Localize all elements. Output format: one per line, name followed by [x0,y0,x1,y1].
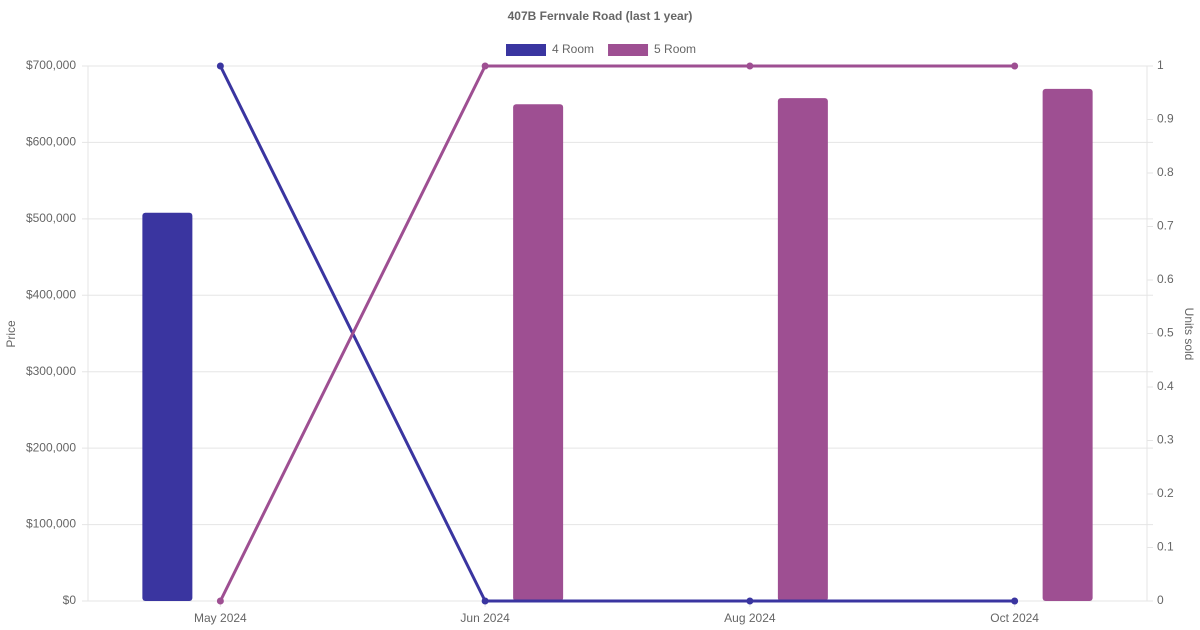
legend-label[interactable]: 5 Room [654,42,696,56]
bar [1042,88,1093,601]
y-tick-label: $300,000 [26,364,76,378]
y-tick-label: $0 [63,593,77,607]
legend-swatch[interactable] [608,44,649,56]
y-tick-label: $500,000 [26,211,76,225]
y2-tick-label: 0.1 [1157,540,1174,554]
y-tick-label: $700,000 [26,58,76,72]
line [219,64,1015,602]
bar [142,212,193,601]
bar [777,98,828,601]
y2-tick-label: 0.9 [1157,112,1174,126]
y-tick-label: $400,000 [26,287,76,301]
y2-tick-label: 0 [1157,593,1164,607]
y2-tick-label: 1 [1157,58,1164,72]
y-tick-label: $600,000 [26,135,76,149]
x-tick-label: May 2024 [194,611,247,625]
bar [513,104,564,601]
x-tick-label: Jun 2024 [460,611,510,625]
y2-tick-label: 0.4 [1157,379,1174,393]
y2-tick-label: 0.8 [1157,165,1174,179]
chart-title: 407B Fernvale Road (last 1 year) [508,9,693,23]
y-tick-label: $100,000 [26,517,76,531]
legend-label[interactable]: 4 Room [552,42,594,56]
y2-tick-label: 0.6 [1157,272,1174,286]
y2-tick-label: 0.2 [1157,486,1174,500]
y2-tick-label: 0.5 [1157,326,1174,340]
line-point [1011,597,1019,605]
y2-axis-title: Units sold [1182,308,1196,361]
y2-tick-label: 0.7 [1157,219,1174,233]
x-tick-label: Oct 2024 [990,611,1039,625]
line-point [746,62,754,70]
line-point [481,62,489,70]
line [219,65,1015,603]
legend-swatch[interactable] [506,44,546,56]
line-point [481,597,489,605]
line-point [216,62,224,70]
y-tick-label: $200,000 [26,440,76,454]
line-point [746,597,754,605]
x-tick-label: Aug 2024 [724,611,776,625]
line-point [216,597,224,605]
y2-tick-label: 0.3 [1157,433,1174,447]
line-point [1011,62,1019,70]
y-axis-title: Price [4,320,18,348]
